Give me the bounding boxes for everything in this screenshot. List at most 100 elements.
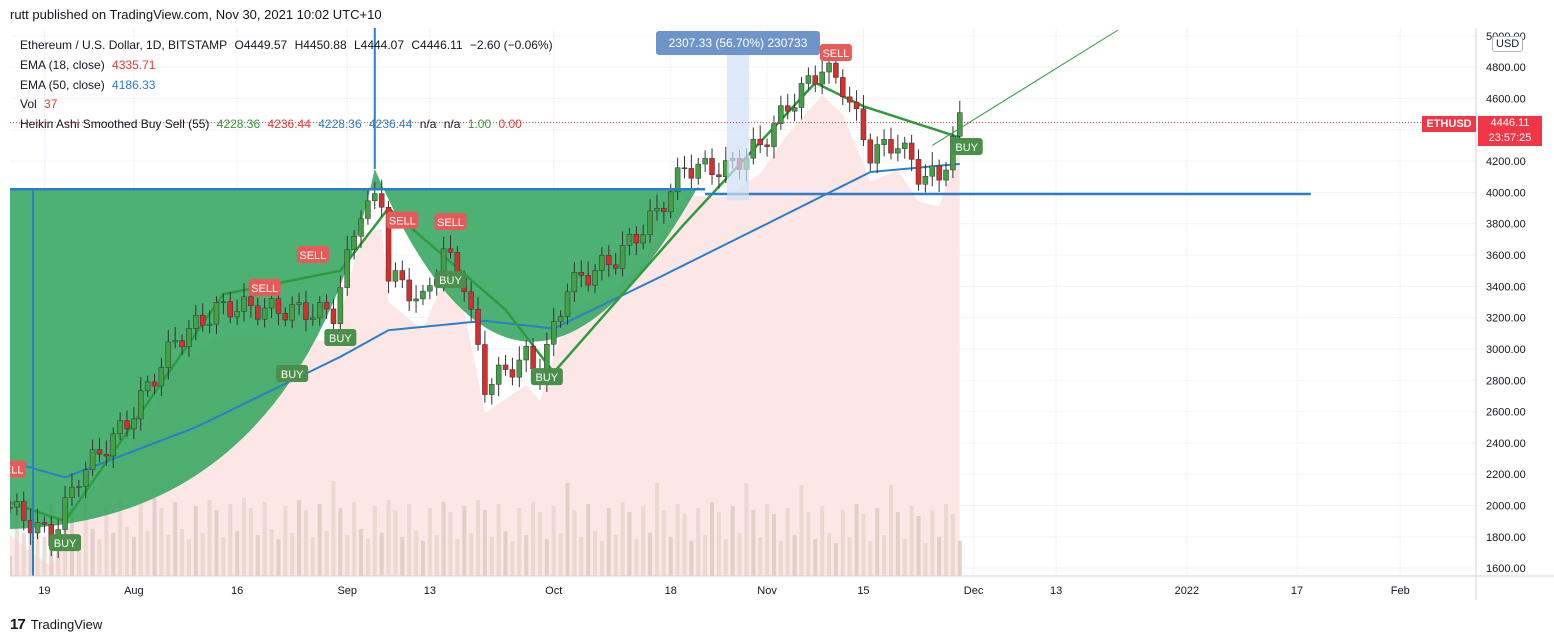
candle-body xyxy=(612,264,619,269)
volume-bar xyxy=(799,485,804,576)
y-tick-label: 4200.00 xyxy=(1486,156,1526,168)
volume-bar xyxy=(579,537,584,576)
candle-body xyxy=(833,62,839,78)
candle-body xyxy=(220,301,227,303)
volume-bar xyxy=(868,541,873,576)
volume-bar xyxy=(517,508,522,576)
candle-body xyxy=(908,142,915,160)
heikin-ashi-legend[interactable]: Heikin Ashi Smoothed Buy Sell (55) 4228.… xyxy=(20,117,526,131)
candle-body xyxy=(798,83,805,108)
ha-value-2: 4236.44 xyxy=(267,117,311,131)
candle-body xyxy=(915,159,922,185)
volume-legend[interactable]: Vol 37 xyxy=(20,97,61,111)
volume-bar xyxy=(427,508,432,576)
ha-value-4: 4236.44 xyxy=(368,117,413,131)
volume-bar xyxy=(200,533,205,576)
volume-bar xyxy=(372,506,377,576)
volume-bar xyxy=(131,537,136,576)
volume-bar xyxy=(668,537,673,576)
candle-body xyxy=(750,139,757,159)
volume-bar xyxy=(414,531,419,576)
volume-bar xyxy=(895,512,900,576)
volume-bar xyxy=(593,531,598,576)
volume-bar xyxy=(242,498,247,576)
candle-body xyxy=(509,369,516,378)
signal-badge-bg xyxy=(10,460,26,478)
measure-tool-label[interactable]: 2307.33 (56.70%) 230733 xyxy=(656,31,820,55)
volume-bar xyxy=(923,543,928,576)
currency-label[interactable]: USD xyxy=(1492,36,1524,52)
volume-bar xyxy=(785,508,790,576)
signal-label: SELL xyxy=(251,283,278,295)
x-tick-label: Dec xyxy=(964,585,984,597)
signal-label: BUY xyxy=(329,333,352,345)
volume-bar xyxy=(586,504,591,576)
candle-body xyxy=(771,123,777,147)
signal-buy-badge: BUY xyxy=(434,271,467,289)
signal-sell-badge: SELL xyxy=(296,246,329,264)
candle-body xyxy=(447,248,454,253)
symbol-name: Ethereum / U.S. Dollar, 1D, BITSTAMP xyxy=(20,38,228,52)
volume-bar xyxy=(833,543,838,576)
candle-body xyxy=(764,144,770,147)
candle-body xyxy=(757,139,763,146)
candle-body xyxy=(626,233,633,246)
volume-bar xyxy=(806,512,811,576)
volume-bar xyxy=(166,535,171,576)
tradingview-footer[interactable]: 17 TradingView xyxy=(10,616,102,633)
volume-bar xyxy=(14,506,19,576)
volume-bar xyxy=(882,535,887,576)
candle-body xyxy=(640,234,646,244)
candle-body xyxy=(667,191,674,213)
signal-badge-bg xyxy=(434,213,467,231)
candle-body xyxy=(268,298,275,309)
volume-bar xyxy=(648,533,653,576)
y-tick-label: 2000.00 xyxy=(1486,501,1526,513)
y-tick-label: 2200.00 xyxy=(1486,469,1526,481)
volume-bar xyxy=(262,502,267,576)
candle-body xyxy=(661,208,667,213)
candle-body xyxy=(523,345,529,361)
volume-bar xyxy=(324,531,329,576)
candle-body xyxy=(502,364,509,370)
low-value: L4444.07 xyxy=(353,38,405,52)
signal-badge-bg xyxy=(819,44,852,62)
ema50-value: 4186.33 xyxy=(112,78,156,92)
signal-badge-bg xyxy=(434,271,467,289)
symbol-price-tag: ETHUSD xyxy=(1422,116,1476,132)
volume-bar xyxy=(930,510,935,576)
ema18-legend[interactable]: EMA (18, close) 4335.71 xyxy=(20,58,159,72)
candle-body xyxy=(69,486,75,498)
y-tick-label: 4000.00 xyxy=(1486,187,1526,199)
candle-body xyxy=(303,302,309,320)
x-tick-label: 18 xyxy=(665,585,677,597)
volume-bar xyxy=(469,533,474,576)
candle-body xyxy=(255,305,261,320)
candle-body xyxy=(874,144,880,164)
ha-value-1: 4228.36 xyxy=(216,117,261,131)
volume-bar xyxy=(613,535,618,576)
candle-body xyxy=(344,249,350,288)
candle-body xyxy=(14,501,20,508)
volume-bar xyxy=(751,510,756,576)
volume-bar xyxy=(400,537,405,576)
volume-bar xyxy=(83,502,88,576)
signal-badge-bg xyxy=(950,137,983,155)
volume-bar xyxy=(193,506,198,576)
y-tick-label: 3400.00 xyxy=(1486,281,1526,293)
candle-body xyxy=(571,271,578,293)
candle-body xyxy=(358,218,364,237)
candle-body xyxy=(901,142,908,149)
candle-body xyxy=(633,233,640,244)
volume-bar xyxy=(606,508,611,576)
signal-buy-badge: BUY xyxy=(324,329,357,347)
volume-bar xyxy=(572,510,577,576)
volume-bar xyxy=(909,506,914,576)
ema50-legend[interactable]: EMA (50, close) 4186.33 xyxy=(20,78,159,92)
candle-body xyxy=(840,77,846,98)
open-value: O4449.57 xyxy=(234,38,288,52)
tradingview-brand: TradingView xyxy=(30,617,103,632)
ha-value-8: 0.00 xyxy=(498,117,522,131)
candle-body xyxy=(413,298,419,302)
